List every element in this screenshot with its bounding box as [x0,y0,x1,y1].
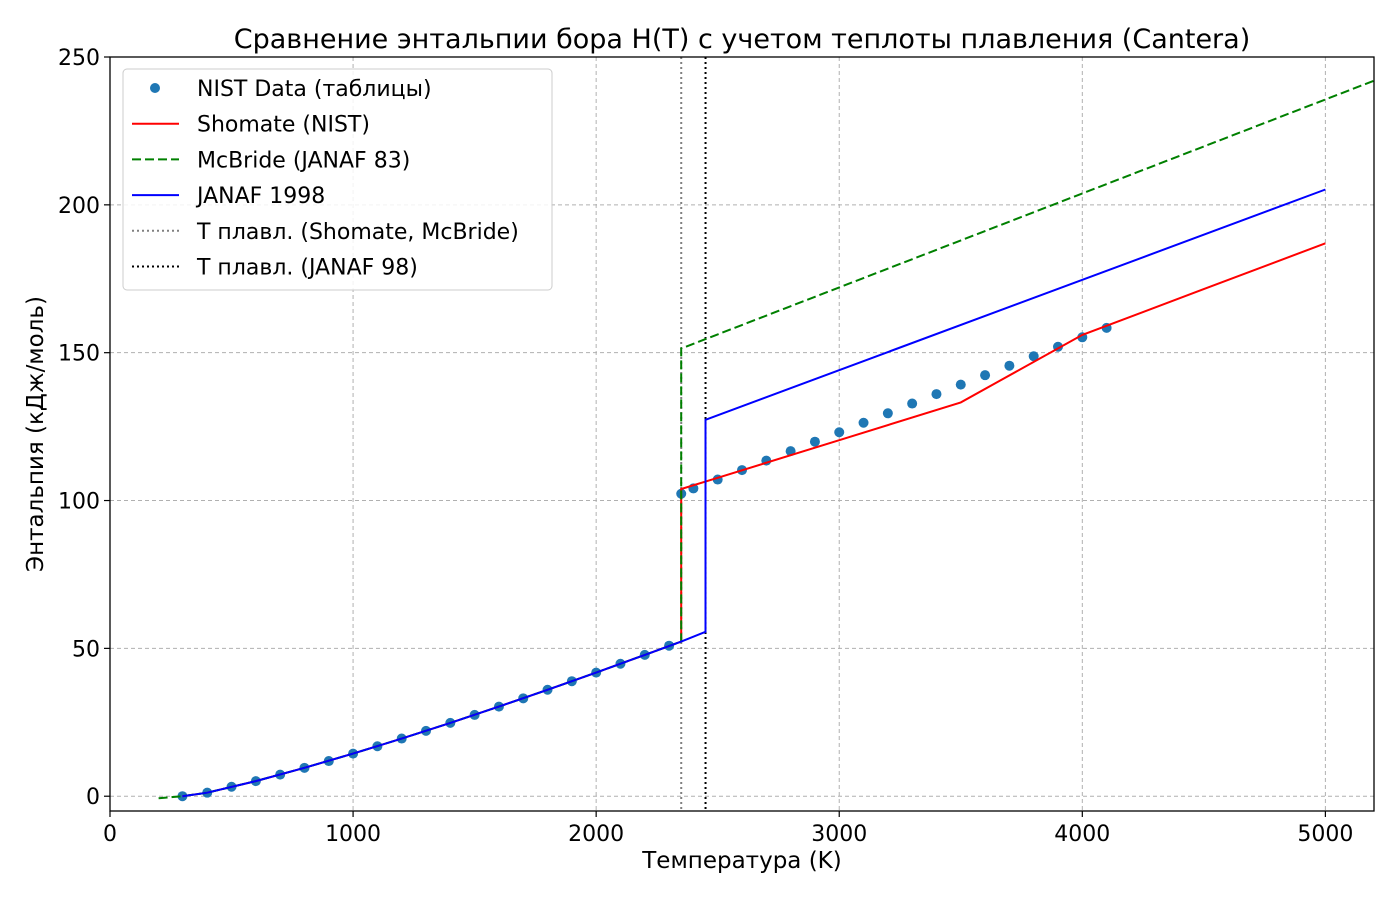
legend-label: Shomate (NIST) [197,113,370,138]
nist-data-point [1004,360,1015,371]
y-tick-label: 150 [58,342,100,367]
nist-data-point [834,427,845,438]
legend-marker [150,83,160,93]
plot-area [158,57,1375,811]
legend: NIST Data (таблицы) Shomate (NIST) McBride… [122,68,553,291]
x-tick-label: 3000 [811,822,867,847]
x-axis-label: Температура (K) [641,848,841,874]
x-tick-label: 0 [103,822,117,847]
nist-data-point [955,379,966,390]
y-axis-label: Энтальпия (кДж/моль) [23,296,49,572]
legend-label: JANAF 1998 [195,184,325,209]
nist-data-point [931,389,942,400]
nist-data-point [858,417,869,428]
series-line-1 [182,242,1326,798]
nist-data-point [882,408,893,419]
nist-data-point [907,398,918,409]
axes-frame [109,56,1375,812]
legend-label: T плавл. (Shomate, McBride) [196,220,519,245]
nist-data-point [980,370,991,381]
nist-data-point [1028,351,1039,362]
x-tick-label: 2000 [568,822,624,847]
y-tick-label: 50 [72,637,100,662]
x-tick-label: 5000 [1297,822,1353,847]
y-tick-label: 200 [58,194,100,219]
nist-data-point [809,436,820,447]
chart-title: Сравнение энтальпии бора H(T) с учетом т… [234,24,1250,55]
legend-label: McBride (JANAF 83) [197,148,410,173]
series-line-3 [182,188,1326,798]
legend-box [122,68,553,291]
y-tick-label: 0 [86,785,100,810]
legend-label: T плавл. (JANAF 98) [196,256,418,281]
ticks: 0 1000 2000 3000 4000 5000 0 50 100 150 200 250 [58,46,1353,847]
y-tick-label: 250 [58,46,100,71]
legend-label: NIST Data (таблицы) [197,77,432,102]
x-tick-label: 1000 [325,822,381,847]
x-tick-label: 4000 [1054,822,1110,847]
y-tick-label: 100 [58,490,100,515]
